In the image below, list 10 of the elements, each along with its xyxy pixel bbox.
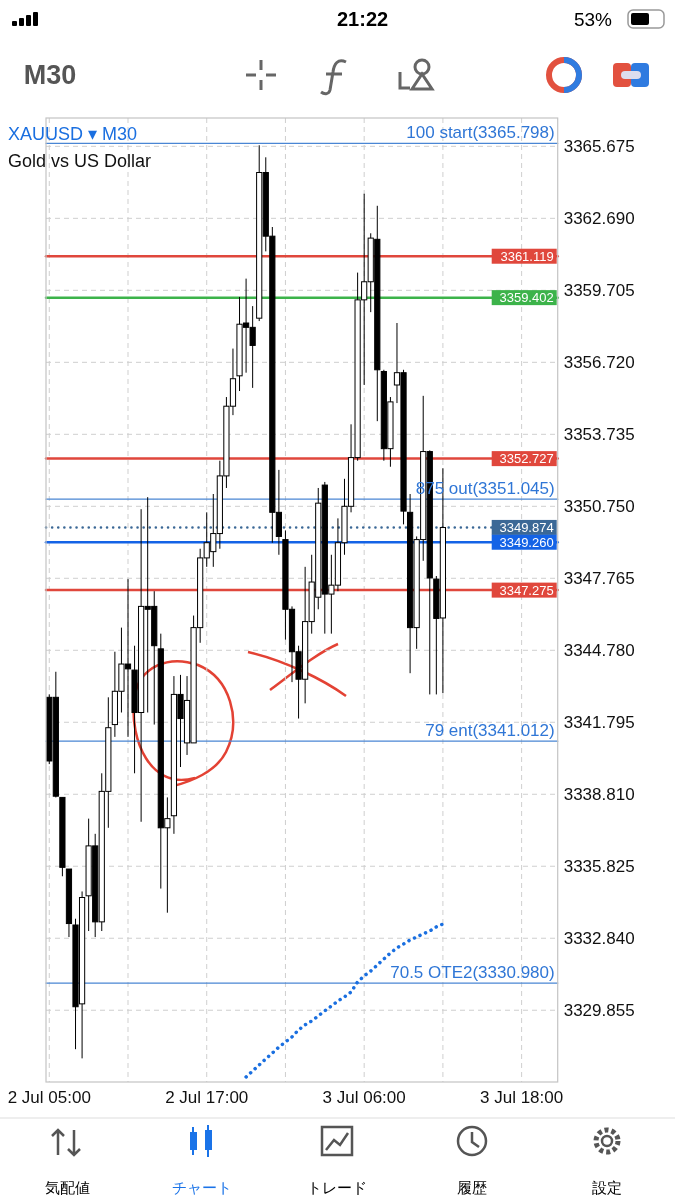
annotation: 21:22 <box>337 8 389 30</box>
annotation: M30 <box>23 60 77 90</box>
subtitle: Gold vs US Dollar <box>8 151 152 171</box>
annotation: 履歴 <box>457 1178 487 1196</box>
annotation: 設定 <box>592 1178 622 1196</box>
title: XAUUSD ▾ M30 <box>8 124 138 144</box>
annotation: トレード <box>307 1178 367 1196</box>
annotation: 53% <box>573 8 612 30</box>
annotation: 気配値 <box>44 1178 90 1196</box>
annotation: チャート <box>172 1178 232 1196</box>
